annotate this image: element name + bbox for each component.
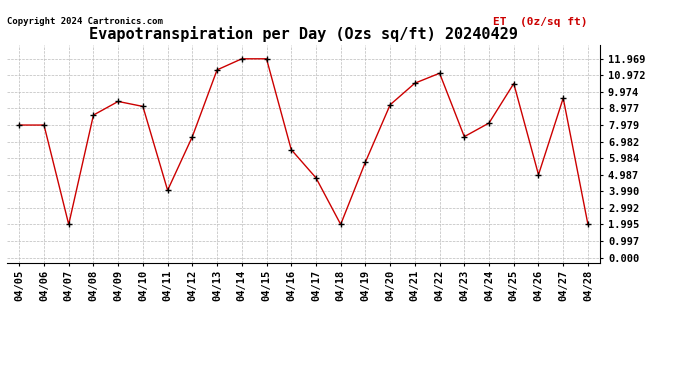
Text: Copyright 2024 Cartronics.com: Copyright 2024 Cartronics.com bbox=[7, 17, 163, 26]
Text: ET  (0z/sq ft): ET (0z/sq ft) bbox=[493, 17, 588, 27]
Text: Evapotranspiration per Day (Ozs sq/ft) 20240429: Evapotranspiration per Day (Ozs sq/ft) 2… bbox=[89, 26, 518, 42]
